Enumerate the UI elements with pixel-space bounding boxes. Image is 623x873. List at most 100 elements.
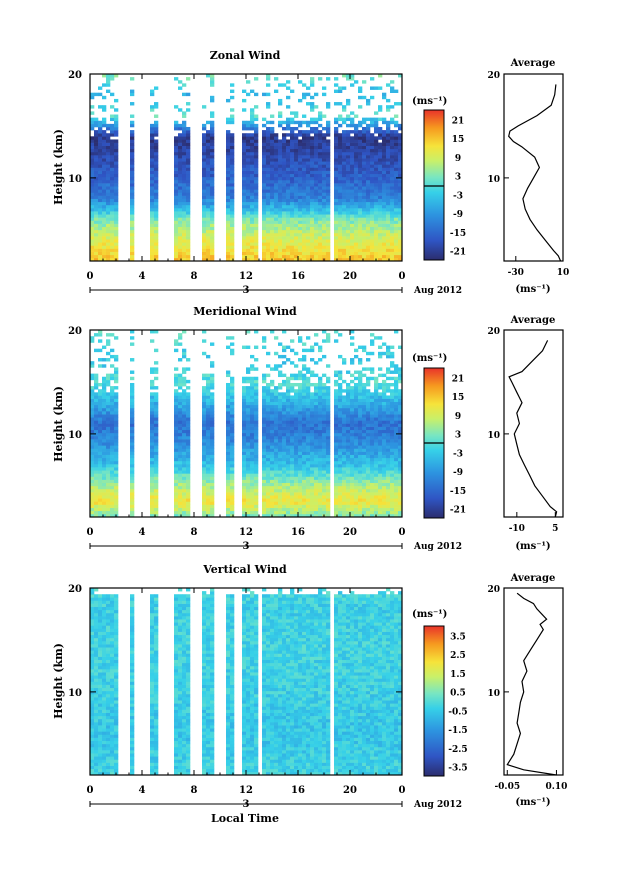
heatmap-cell-2113	[350, 435, 355, 440]
heatmap-cell-106	[98, 479, 103, 484]
heatmap-cell-1148	[266, 513, 271, 518]
heatmap-cell-1756	[318, 223, 323, 228]
heatmap-cell-1520	[298, 220, 303, 224]
heatmap-cell-1449	[290, 445, 295, 449]
heatmap-cell-1304	[278, 454, 283, 459]
heatmap-cell-1598	[302, 423, 307, 427]
heatmap-cell-1186	[266, 92, 271, 97]
heatmap-cell-348	[130, 479, 135, 484]
heatmap-cell-1108	[262, 217, 267, 221]
heatmap-cell-63	[94, 211, 99, 215]
heatmap-cell-540	[178, 479, 183, 484]
heatmap-cell-1710	[314, 220, 319, 224]
heatmap-cell-1905	[326, 333, 331, 337]
heatmap-cell-632	[186, 229, 191, 234]
heatmap-cell-1854	[326, 204, 331, 209]
heatmap-cell-1269	[274, 420, 279, 424]
heatmap-cell-191	[102, 74, 107, 78]
heatmap-cell-2055	[346, 173, 351, 178]
heatmap-cell-747	[206, 155, 211, 159]
heatmap-cell-1014	[250, 204, 255, 209]
heatmap-cell-973	[246, 189, 251, 193]
heatmap-cell-256	[110, 464, 115, 468]
heatmap-cell-848	[226, 407, 231, 412]
heatmap-cell-1373	[286, 242, 291, 246]
heatmap-cell-1527	[298, 492, 303, 496]
heatmap-cell-1331	[282, 236, 287, 240]
heatmap-cell-504	[174, 439, 179, 443]
heatmap-cell-333	[114, 117, 119, 122]
heatmap-cell-1880	[326, 445, 331, 449]
heatmap-cell-1545	[298, 435, 303, 440]
heatmap-cell-266	[110, 176, 115, 181]
heatmap-cell-288	[110, 74, 115, 78]
heatmap-cell-1119	[262, 454, 267, 459]
heatmap-cell-658	[186, 148, 191, 153]
heatmap-cell-1885	[334, 254, 339, 259]
heatmap-cell-2633	[394, 145, 399, 150]
heatmap-cell-338	[130, 257, 135, 262]
heatmap-cell-238	[106, 77, 111, 81]
heatmap-cell-2384	[374, 183, 379, 187]
heatmap-cell-2214	[358, 120, 363, 125]
heatmap-cell-416	[150, 420, 155, 424]
heatmap-cell-176	[102, 151, 107, 156]
heatmap-cell-1281	[278, 248, 283, 252]
heatmap-cell-1175	[266, 148, 271, 153]
heatmap-cell-35	[90, 148, 95, 153]
heatmap-cell-726	[206, 492, 211, 496]
heatmap-cell-695	[202, 442, 207, 446]
heatmap-cell-1052	[254, 510, 259, 515]
heatmap-cell-1725	[314, 173, 319, 178]
heatmap-cell-27	[90, 173, 95, 178]
heatmap-cell-777	[210, 198, 215, 203]
heatmap-cell-1430	[290, 504, 295, 508]
heatmap-cell-2643	[394, 89, 399, 93]
heatmap-cell-902	[230, 89, 235, 93]
heatmap-cell-715	[206, 254, 211, 259]
heatmap-cell-2055	[346, 479, 351, 484]
heatmap-cell-712	[202, 389, 207, 393]
heatmap-cell-105	[98, 482, 103, 487]
zonal-title: Zonal Wind	[210, 49, 281, 62]
heatmap-cell-1626	[306, 176, 311, 181]
heatmap-cell-727	[206, 488, 211, 493]
heatmap-cell-1026	[250, 442, 255, 446]
heatmap-cell-807	[210, 382, 215, 387]
heatmap-cell-2064	[346, 145, 351, 150]
heatmap-cell-192	[106, 257, 111, 262]
heatmap-cell-213	[106, 445, 111, 449]
heatmap-cell-797	[210, 417, 215, 421]
heatmap-cell-763	[206, 376, 211, 381]
heatmap-cell-1050	[254, 245, 259, 249]
heatmap-cell-1837	[326, 257, 331, 262]
heatmap-cell-2225	[362, 239, 367, 243]
heatmap-cell-1370	[282, 395, 287, 399]
heatmap-cell-283	[110, 373, 115, 378]
heatmap-cell-2177	[354, 389, 359, 393]
heatmap-cell-1692	[310, 445, 315, 449]
heatmap-cell-166	[102, 442, 107, 446]
heatmap-cell-1741	[314, 120, 319, 125]
heatmap-cell-2520	[386, 195, 391, 199]
heatmap-cell-947	[242, 120, 247, 125]
heatmap-cell-1902	[334, 201, 339, 206]
heatmap-cell-1202	[270, 220, 275, 224]
heatmap-cell-510	[174, 420, 179, 424]
heatmap-cell-1040	[250, 398, 255, 402]
heatmap-cell-119	[98, 439, 103, 443]
heatmap-cell-1560	[298, 389, 303, 393]
heatmap-cell-976	[246, 179, 251, 184]
heatmap-cell-461	[154, 426, 159, 431]
heatmap-cell-1815	[322, 186, 327, 190]
heatmap-cell-427	[150, 382, 155, 387]
heatmap-cell-1301	[278, 186, 283, 190]
heatmap-cell-1177	[266, 423, 271, 427]
heatmap-cell-2183	[354, 348, 359, 353]
heatmap-cell-2376	[374, 208, 379, 212]
heatmap-cell-944	[242, 407, 247, 412]
heatmap-cell-2042	[342, 361, 347, 365]
heatmap-cell-1102	[262, 507, 267, 512]
heatmap-cell-1142	[262, 379, 267, 384]
heatmap-cell-67	[94, 198, 99, 203]
